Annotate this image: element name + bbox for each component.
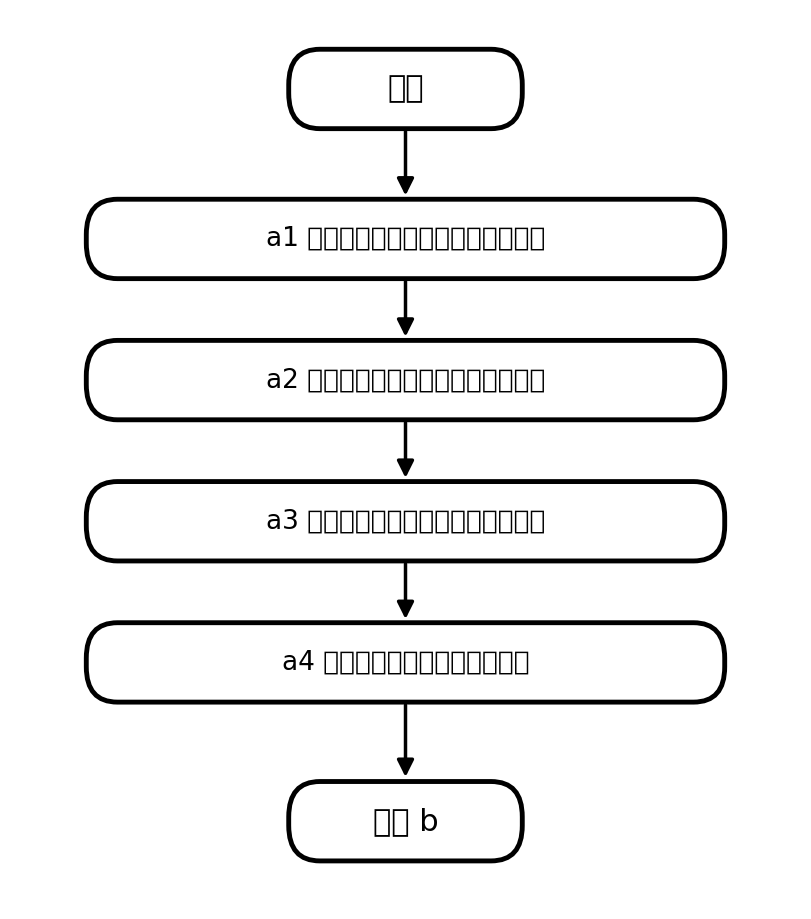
FancyBboxPatch shape — [289, 50, 522, 129]
Text: 开始: 开始 — [387, 74, 424, 104]
Text: 步骤 b: 步骤 b — [373, 807, 438, 835]
Text: a3 收集冷轧机组的工艺润滑制度参数: a3 收集冷轧机组的工艺润滑制度参数 — [266, 508, 545, 534]
Text: a2 收集冷轧机组的主要轧制工艺参数: a2 收集冷轧机组的主要轧制工艺参数 — [266, 367, 545, 393]
Text: a1 收集冷轧机组的主要轧辊工艺参数: a1 收集冷轧机组的主要轧辊工艺参数 — [266, 226, 545, 252]
FancyBboxPatch shape — [86, 340, 725, 420]
FancyBboxPatch shape — [86, 199, 725, 278]
FancyBboxPatch shape — [86, 623, 725, 702]
FancyBboxPatch shape — [86, 482, 725, 561]
Text: a4 收集冷轧机组的工艺特征参数: a4 收集冷轧机组的工艺特征参数 — [281, 650, 530, 675]
FancyBboxPatch shape — [289, 781, 522, 861]
